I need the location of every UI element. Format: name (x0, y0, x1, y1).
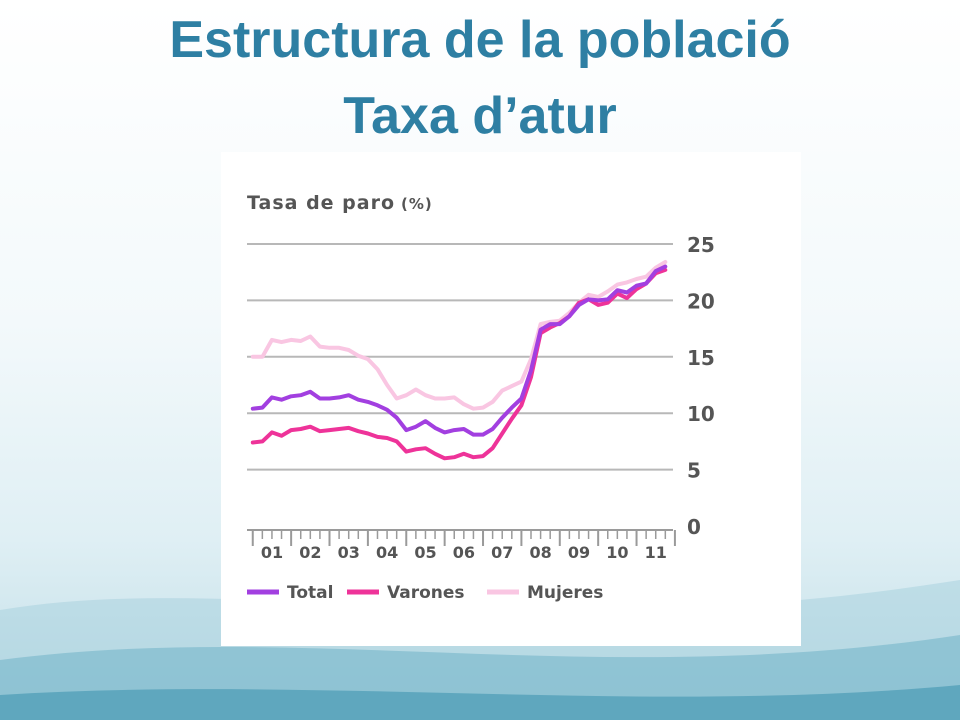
y-tick-label: 10 (687, 402, 715, 426)
chart-title-text: Tasa de paro (247, 192, 396, 214)
x-tick-label: 02 (299, 543, 321, 562)
series-line-total (250, 264, 668, 437)
slide-title: Estructura de la població (169, 11, 791, 69)
x-tick-label: 10 (606, 543, 628, 562)
y-tick-label: 5 (687, 459, 701, 483)
chart-panel: 0 5 10 15 20 25 01 02 03 04 05 06 07 08 09 10 11 Total Var… (221, 152, 801, 646)
y-tick-label: 0 (687, 515, 701, 539)
series-line-mujeres (250, 260, 668, 411)
x-tick-label: 08 (529, 543, 551, 562)
chart-unit: (%) (401, 195, 433, 213)
series-line-varones (250, 267, 668, 461)
y-tick-label: 20 (687, 289, 715, 313)
x-tick-label: 05 (414, 543, 436, 562)
legend-label-mujeres: Mujeres (527, 583, 603, 603)
x-tick-label: 07 (491, 543, 513, 562)
slide-subtitle: Taxa d’atur (343, 87, 617, 145)
chart-title: Tasa de paro (%) (247, 192, 433, 214)
x-tick-label: 04 (376, 543, 398, 562)
y-tick-label: 15 (687, 346, 715, 370)
x-tick-label: 06 (453, 543, 475, 562)
x-tick-label: 01 (261, 543, 283, 562)
legend-label-total: Total (287, 583, 333, 603)
x-tick-label: 09 (568, 543, 590, 562)
x-tick-label: 03 (338, 543, 360, 562)
x-tick-label: 11 (645, 543, 667, 562)
legend-label-varones: Varones (387, 583, 465, 603)
y-tick-label: 25 (687, 233, 715, 257)
